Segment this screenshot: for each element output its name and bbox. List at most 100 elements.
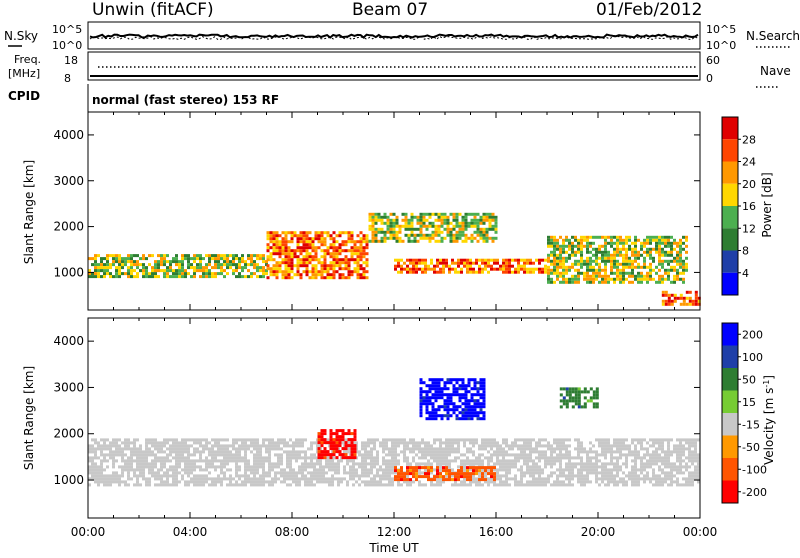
velocity-echo-cell (499, 480, 502, 484)
power-echo-cell (317, 237, 321, 241)
velocity-echo-cell (265, 474, 268, 478)
power-echo-cell (335, 246, 339, 250)
velocity-echo-cell (139, 471, 142, 475)
velocity-echo-cell (457, 450, 460, 454)
velocity-echo-cell (649, 456, 652, 460)
velocity-echo-cell (235, 483, 238, 487)
velocity-echo-cell (373, 483, 376, 487)
velocity-echo-cell (586, 465, 589, 469)
velocity-echo-cell (676, 456, 679, 460)
velocity-echo-cell (514, 465, 517, 469)
velocity-echo-cell (586, 468, 589, 472)
velocity-echo-cell (682, 450, 685, 454)
velocity-echo-cell (466, 483, 469, 487)
power-echo-cell (392, 218, 396, 222)
velocity-echo-cell (217, 459, 220, 463)
power-echo-cell (458, 236, 462, 240)
velocity-echo-cell (286, 462, 289, 466)
power-echo-cell (269, 267, 273, 271)
power-echo-cell (130, 272, 133, 276)
power-echo-cell (622, 262, 625, 266)
velocity-echo-cell (145, 441, 148, 445)
power-echo-cell (673, 280, 676, 284)
velocity-echo-cell (277, 438, 280, 442)
power-echo-cell (220, 263, 223, 267)
velocity-echo-cell (511, 465, 514, 469)
power-echo-cell (556, 277, 559, 281)
velocity-echo-cell (115, 459, 118, 463)
velocity-echo-cell (577, 387, 581, 391)
velocity-echo-cell (88, 456, 91, 460)
velocity-echo-cell (577, 468, 580, 472)
velocity-echo-cell (238, 438, 241, 442)
velocity-echo-cell (464, 402, 468, 406)
power-echo-cell (649, 235, 652, 239)
power-echo-cell (604, 247, 607, 251)
velocity-echo-cell (292, 441, 295, 445)
velocity-echo-cell (397, 480, 400, 484)
velocity-echo-cell (364, 441, 367, 445)
velocity-echo-cell (226, 444, 229, 448)
velocity-echo-cell (550, 483, 553, 487)
power-echo-cell (232, 272, 235, 276)
velocity-echo-cell (340, 459, 343, 463)
velocity-echo-cell (517, 483, 520, 487)
velocity-echo-cell (592, 390, 596, 394)
velocity-echo-cell (685, 483, 688, 487)
velocity-echo-cell (262, 456, 265, 460)
power-echo-cell (628, 238, 631, 242)
power-echo-cell (259, 275, 262, 279)
velocity-echo-cell (601, 468, 604, 472)
velocity-echo-cell (370, 468, 373, 472)
power-echo-cell (667, 302, 671, 306)
power-echo-cell (287, 249, 291, 253)
velocity-echo-cell (160, 465, 163, 469)
velocity-echo-cell (319, 480, 322, 484)
nsky-trace (89, 33, 699, 39)
velocity-echo-cell (613, 477, 616, 481)
velocity-echo-cell (154, 438, 157, 442)
velocity-echo-cell (253, 462, 256, 466)
power-echo-cell (652, 259, 655, 263)
power-echo-cell (371, 239, 375, 243)
velocity-echo-cell (205, 444, 208, 448)
power-echo-cell (416, 227, 420, 231)
velocity-echo-cell (100, 453, 103, 457)
power-echo-cell (323, 270, 327, 274)
velocity-echo-cell (160, 477, 163, 481)
power-echo-cell (476, 227, 480, 231)
power-echo-cell (403, 261, 406, 265)
power-echo-cell (335, 252, 339, 256)
power-echo-cell (613, 271, 616, 275)
velocity-echo-cell (118, 474, 121, 478)
velocity-echo-cell (391, 477, 394, 481)
velocity-echo-cell (454, 447, 457, 451)
power-echo-cell (362, 249, 366, 253)
power-echo-cell (622, 280, 625, 284)
velocity-echo-cell (317, 432, 321, 436)
velocity-echo-cell (112, 480, 115, 484)
power-echo-cell (365, 270, 369, 274)
power-echo-cell (487, 261, 490, 265)
power-echo-cell (589, 280, 592, 284)
power-echo-cell (673, 299, 677, 303)
velocity-echo-cell (91, 447, 94, 451)
velocity-echo-cell (523, 450, 526, 454)
velocity-echo-cell (601, 471, 604, 475)
power-echo-cell (238, 260, 241, 264)
velocity-echo-cell (443, 384, 447, 388)
velocity-echo-cell (298, 465, 301, 469)
velocity-echo-cell (604, 453, 607, 457)
velocity-echo-cell (568, 459, 571, 463)
velocity-echo-cell (151, 468, 154, 472)
power-echo-cell (601, 250, 604, 254)
velocity-echo-cell (97, 468, 100, 472)
velocity-echo-cell (367, 438, 370, 442)
power-echo-cell (229, 266, 232, 270)
velocity-echo-cell (338, 435, 342, 439)
velocity-echo-cell (499, 459, 502, 463)
velocity-echo-cell (464, 387, 468, 391)
velocity-echo-cell (350, 450, 354, 454)
velocity-echo-cell (166, 480, 169, 484)
velocity-echo-cell (562, 480, 565, 484)
